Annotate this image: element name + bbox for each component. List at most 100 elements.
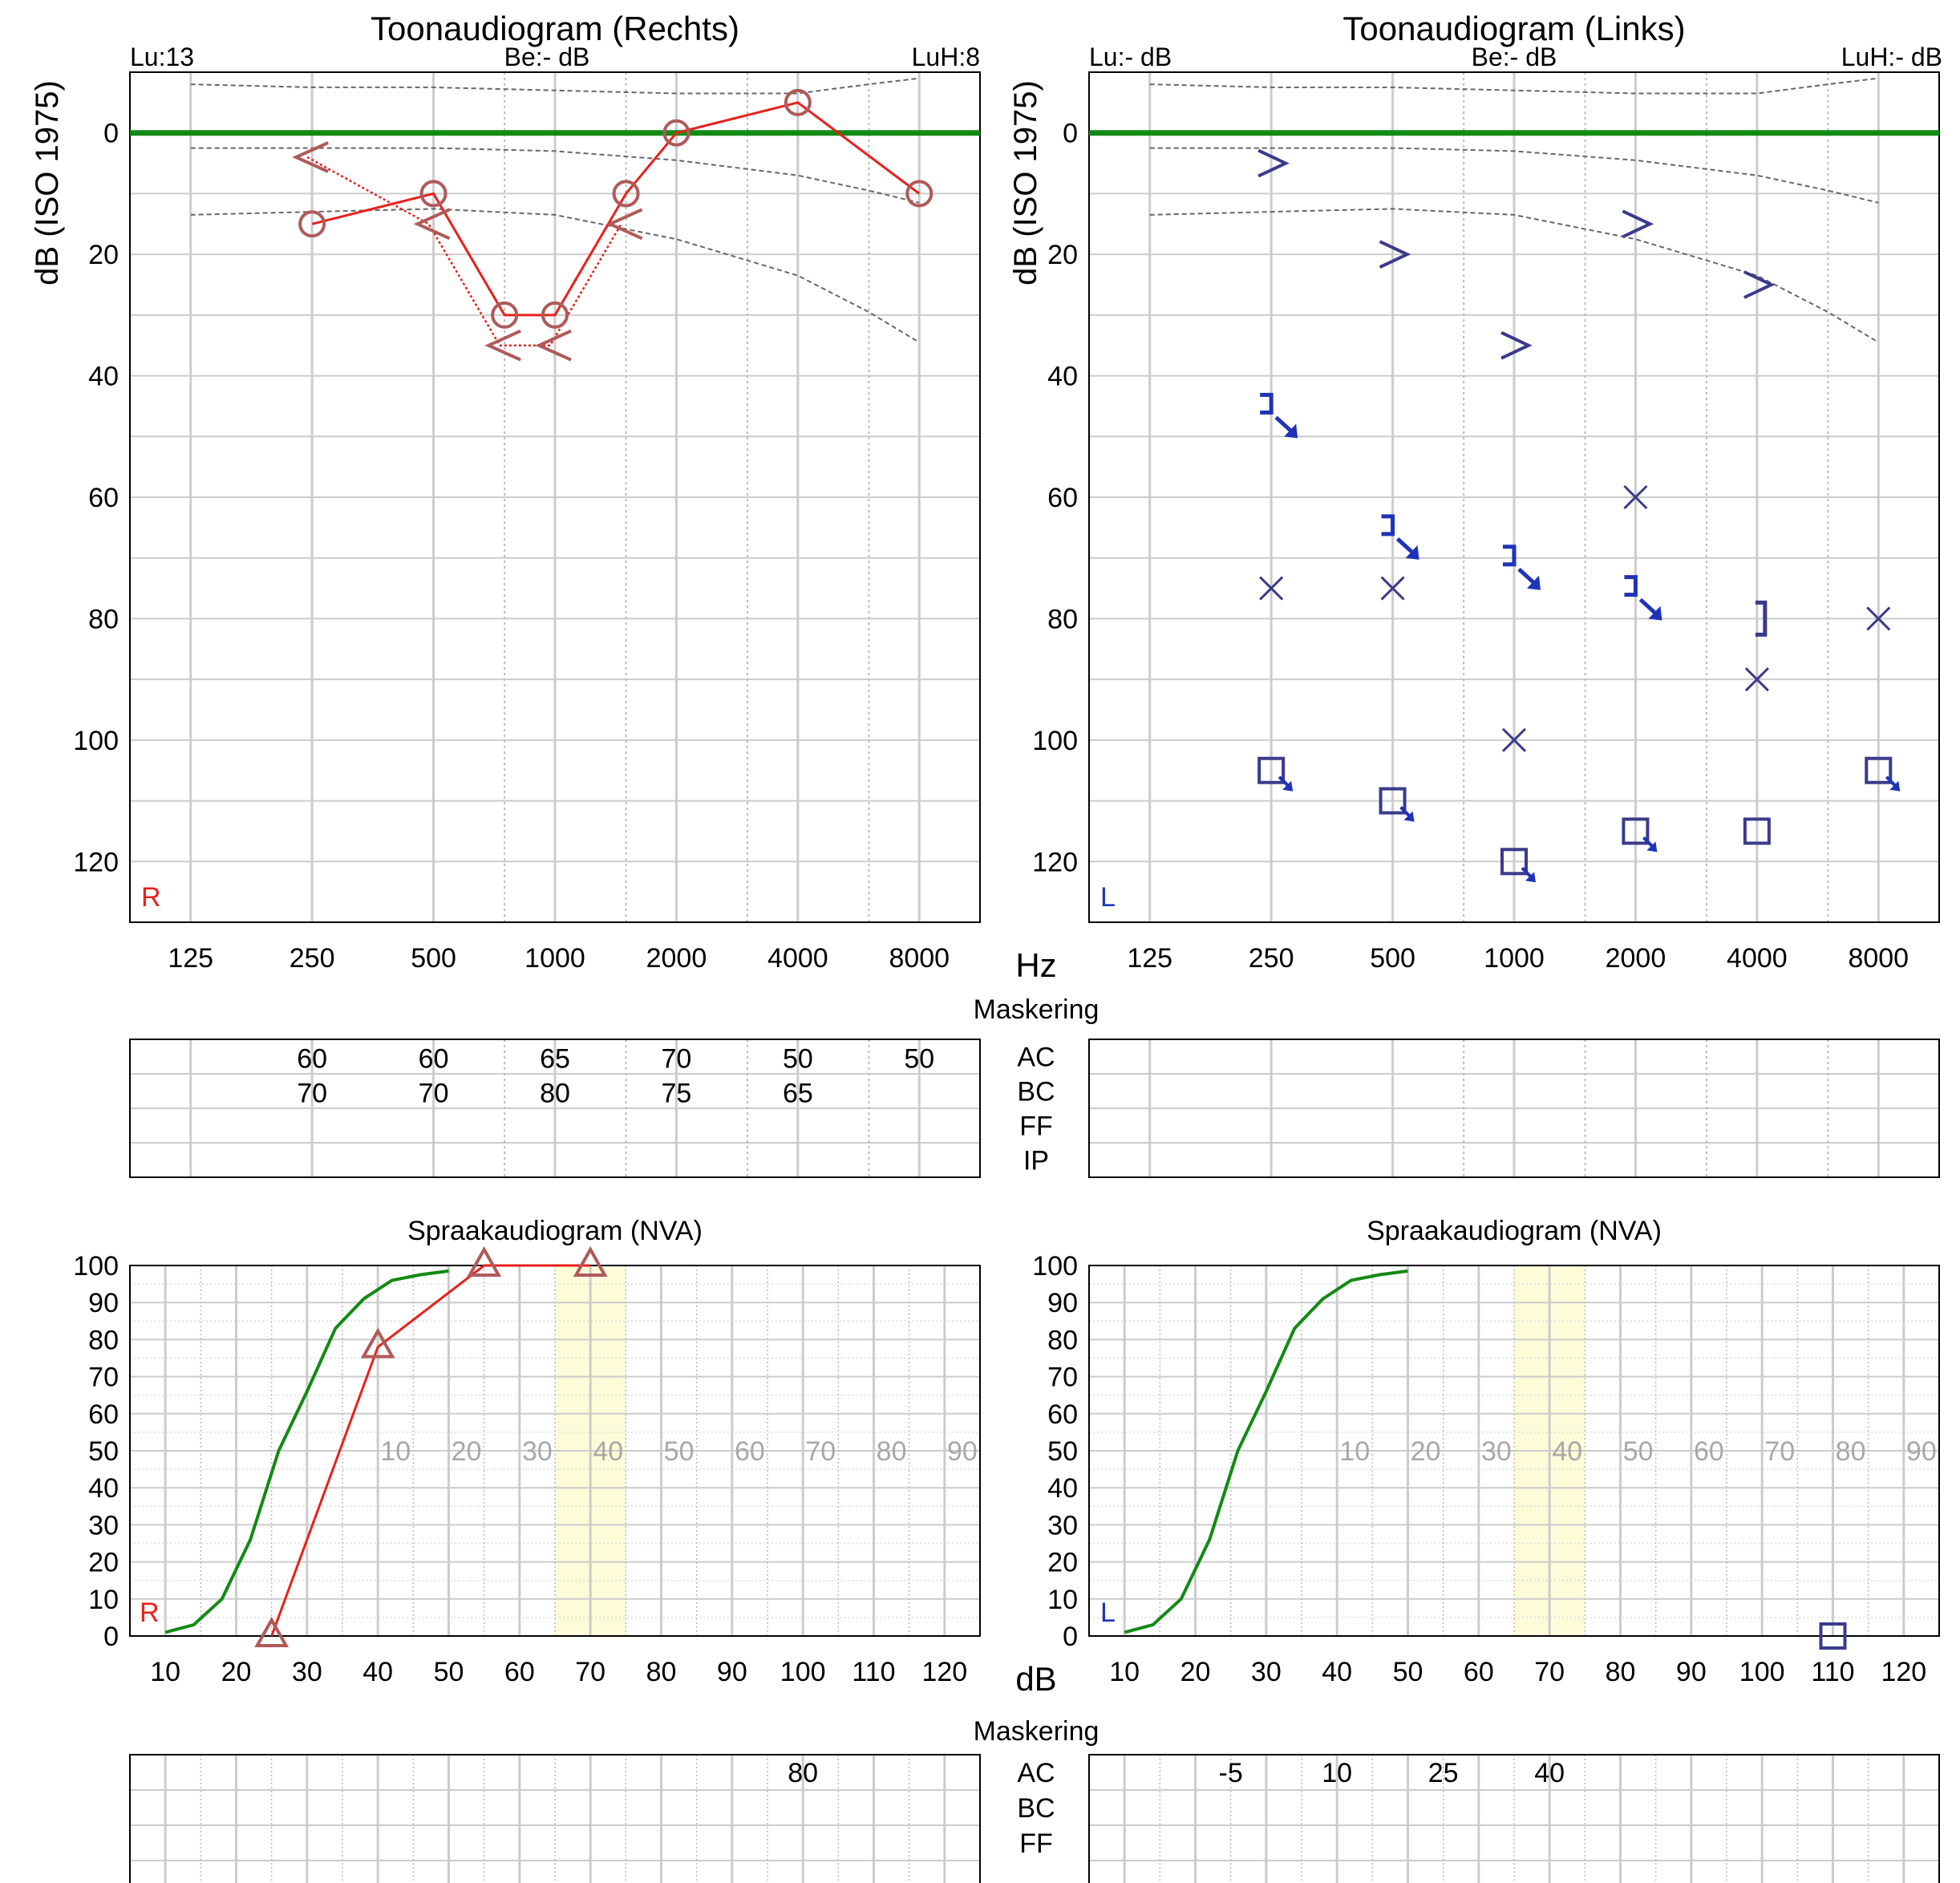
circle-mark	[905, 180, 933, 208]
circle-mark	[784, 88, 812, 116]
triangle-mark	[360, 1327, 395, 1359]
x-tick-label: 250	[290, 943, 335, 974]
grid	[1088, 1265, 1940, 1637]
x-tick-label: 110	[852, 1657, 895, 1687]
masking-value: 65	[783, 1079, 813, 1109]
arrow-head	[1527, 575, 1541, 590]
masking-title-speech: Maskering	[974, 1716, 1099, 1747]
bracket-arrow-mark	[1503, 545, 1517, 567]
bracket-arrow-mark	[1260, 392, 1274, 415]
y-tick-label: 80	[1047, 1325, 1078, 1355]
grid	[129, 1265, 981, 1637]
y-tick-label: 50	[88, 1436, 119, 1467]
y-tick-label: 100	[73, 726, 119, 756]
x-tick-label: 125	[1127, 943, 1172, 974]
ear-label: L	[1100, 1598, 1116, 1628]
circle-mark	[541, 301, 569, 329]
arrow-head	[1889, 780, 1901, 792]
masking-value: -5	[1219, 1758, 1243, 1788]
masking-row-label: AC	[1017, 1758, 1055, 1788]
reference-curve	[1124, 1269, 1408, 1634]
y-tick-label: 90	[1047, 1288, 1078, 1318]
x-tick-label: 50	[434, 1657, 464, 1687]
triangle-mark	[467, 1245, 502, 1277]
x-tick-label: 4000	[1727, 943, 1788, 974]
inner-x-label: 20	[452, 1436, 482, 1467]
arrow-head	[1403, 811, 1415, 822]
y-tick-label: 70	[1047, 1363, 1078, 1393]
y-tick-label: 100	[73, 1251, 119, 1282]
luh-label: LuH:- dB	[1841, 43, 1942, 71]
y-tick-labels: 0 10 20 30 40 50 60 70 80 90 100	[73, 1251, 119, 1652]
normal-range-curve	[190, 147, 920, 204]
speech-audiogram-right: Spraakaudiogram (NVA) 10 20 30 40 50 60 70 80 90…	[73, 1216, 981, 1687]
y-tick-label: 60	[88, 1399, 119, 1430]
x-tick-label: 90	[717, 1657, 747, 1687]
masking-row-labels-tone: AC BC FF IP	[1017, 1043, 1055, 1176]
y-tick-label: 30	[1047, 1510, 1078, 1541]
square-mark	[1257, 756, 1286, 784]
bracket-arrow-mark	[1381, 514, 1395, 537]
masking-value: 80	[788, 1758, 818, 1788]
x-tick-label: 8000	[1848, 943, 1909, 974]
masking-value: 70	[662, 1044, 692, 1075]
square-mark	[1500, 848, 1528, 876]
y-tick-label: 10	[1047, 1585, 1078, 1615]
masking-value: 65	[540, 1044, 570, 1075]
x-tick-label: 60	[1464, 1657, 1494, 1687]
inner-x-label: 40	[1552, 1436, 1582, 1467]
y-tick-label: 20	[88, 240, 119, 270]
cross-mark	[1380, 576, 1405, 601]
x-tick-labels: 10 20 30 40 50 60 70 80 90 100 110 120	[1109, 1657, 1926, 1687]
less-than-mark	[292, 141, 329, 173]
cross-mark	[1866, 606, 1891, 631]
square-mark	[1622, 817, 1650, 845]
bracket-arrow-mark	[1624, 575, 1638, 597]
inner-x-label: 50	[1623, 1436, 1654, 1467]
tone-audiogram-right: Toonaudiogram (Rechts) Lu:13 Be:- dB LuH…	[30, 10, 981, 974]
masking-row-label: BC	[1017, 1077, 1055, 1108]
y-tick-label: 120	[73, 847, 119, 877]
masking-row-label: FF	[1019, 1112, 1053, 1142]
x-tick-label: 2000	[646, 943, 707, 974]
y-tick-label: 60	[1047, 1399, 1078, 1430]
cross-mark	[1623, 484, 1648, 510]
y-tick-label: 50	[1047, 1436, 1078, 1467]
y-tick-label: 0	[103, 119, 119, 149]
square-mark	[1865, 756, 1893, 784]
x-tick-label: 4000	[767, 943, 828, 974]
y-tick-label: 60	[88, 483, 119, 513]
triangle-mark	[573, 1245, 608, 1277]
cross-mark	[1501, 727, 1527, 752]
masking-row-label: FF	[1019, 1828, 1053, 1859]
x-tick-label: 30	[1251, 1657, 1282, 1687]
lu-label: Lu:- dB	[1089, 43, 1172, 71]
reference-curve	[164, 1269, 449, 1634]
y-tick-label: 40	[88, 1473, 119, 1504]
ear-label: R	[140, 1598, 160, 1628]
y-tick-label: 100	[1032, 726, 1078, 756]
tone-audiogram-left: Toonaudiogram (Links) Lu:- dB Be:- dB Lu…	[1008, 10, 1942, 974]
normal-range-curve	[1149, 208, 1879, 343]
grid	[1088, 71, 1940, 923]
arrow-shaft	[1278, 775, 1290, 788]
masking-table-tone-left	[1088, 1039, 1940, 1178]
chart-title: Spraakaudiogram (NVA)	[407, 1216, 703, 1246]
masking-table-tone-right: 60 60 65 70 50 50 70 70 80 75 65	[129, 1039, 981, 1178]
masking-value: 75	[662, 1079, 692, 1109]
y-tick-label: 20	[1047, 1548, 1078, 1578]
reference-curve-line	[1124, 1269, 1408, 1634]
masking-value: 50	[904, 1044, 934, 1075]
circle-mark	[662, 119, 690, 147]
y-tick-label: 60	[1047, 483, 1078, 513]
arrow-head	[1648, 605, 1662, 621]
x-tick-label: 20	[1180, 1657, 1211, 1687]
inner-x-label: 20	[1411, 1436, 1441, 1467]
masking-value: 40	[1534, 1758, 1565, 1788]
y-axis-label: dB (ISO 1975)	[1008, 80, 1043, 285]
inner-x-label: 40	[593, 1436, 623, 1467]
x-tick-label: 70	[1534, 1657, 1565, 1687]
less-than-mark	[605, 208, 643, 241]
data-marks	[292, 88, 933, 362]
inner-x-label: 70	[805, 1436, 836, 1467]
